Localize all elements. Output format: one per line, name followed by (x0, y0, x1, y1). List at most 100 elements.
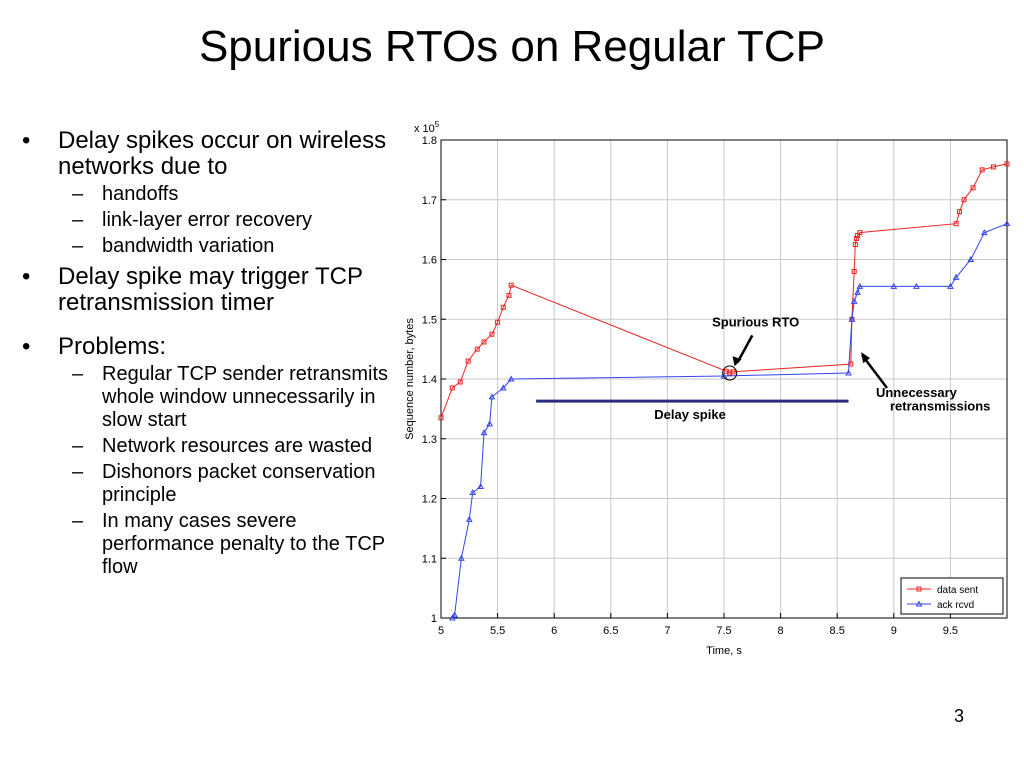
spurious-rto-arrow (736, 334, 754, 363)
data-point (947, 282, 954, 289)
dash-mark: – (72, 209, 84, 231)
dash-mark: – (72, 183, 84, 205)
sub-bullet-item: – handoffs (22, 183, 392, 206)
sub-bullet-item: – Regular TCP sender retransmits whole wi… (22, 363, 392, 432)
data-point (852, 242, 858, 248)
x-tick-label: 7 (664, 625, 670, 637)
bullet-item: • Delay spikes occur on wireless networks… (22, 128, 392, 180)
data-point (495, 319, 501, 325)
x-tick-label: 5.5 (490, 625, 505, 637)
data-point (469, 488, 477, 496)
y-tick-label: 1 (431, 613, 437, 625)
sub-bullet-text: Regular TCP sender retransmits whole win… (102, 363, 389, 431)
sub-bullet-text: bandwidth variation (102, 235, 275, 257)
axis-ticks: 5 5.5 6 6.5 7 7.5 8 8.5 9 9.5 1 1.1 1.2 1.3 1.4 1.5 1.6 1… (422, 135, 958, 637)
data-point (448, 614, 456, 621)
data-point (465, 515, 473, 522)
spurious-rto-label: Spurious RTO (712, 314, 799, 329)
dash-mark: – (72, 363, 84, 385)
series-line (451, 223, 1008, 619)
data-point (850, 297, 858, 304)
data-point (488, 393, 496, 400)
data-point (853, 236, 859, 242)
data-point (499, 384, 507, 391)
data-point (952, 273, 960, 280)
x-tick-label: 8.5 (830, 625, 845, 637)
page-number: 3 (953, 706, 964, 726)
data-point (500, 304, 506, 310)
bullet-text: Delay spike may trigger TCP retransmissi… (58, 263, 363, 316)
sub-bullet-item: – link-layer error recovery (22, 209, 392, 232)
series-data-sent (438, 161, 1010, 421)
bullet-item: • Problems: (22, 334, 392, 360)
data-point (967, 255, 975, 262)
data-point (730, 369, 736, 375)
data-point (486, 420, 494, 427)
bullet-dot: • (22, 263, 31, 290)
legend-label: data sent (937, 585, 978, 596)
data-point (508, 282, 514, 288)
spurious-rto-circle (722, 365, 738, 381)
data-point (913, 282, 920, 289)
data-point (857, 230, 863, 236)
y-tick-label: 1.8 (422, 135, 437, 147)
data-point (506, 292, 512, 298)
y-tick-label: 1.4 (422, 374, 437, 386)
sub-bullet-text: handoffs (102, 183, 179, 205)
data-point (990, 164, 996, 170)
legend-box (900, 577, 1004, 615)
data-point (481, 339, 487, 345)
bullet-dot: • (22, 127, 31, 154)
data-point (474, 346, 480, 352)
y-tick-label: 1.5 (422, 314, 437, 326)
y-multiplier: x 105 (414, 120, 440, 135)
sub-bullet-text: link-layer error recovery (102, 209, 313, 231)
sub-bullet-item: – bandwidth variation (22, 235, 392, 258)
x-tick-label: 5 (438, 625, 444, 637)
y-multiplier-base: x 10 (414, 123, 435, 135)
x-tick-label: 7.5 (716, 625, 731, 637)
retransmissions-label-line2: retransmissions (890, 399, 990, 414)
data-point (848, 315, 856, 322)
dash-mark: – (72, 235, 84, 257)
slide-title: Spurious RTOs on Regular TCP (198, 22, 826, 71)
bullet-dot: • (22, 333, 31, 360)
annotations: Delay spike Spurious RTO Unnecessary ret… (536, 314, 990, 422)
bullet-item: • Delay spike may trigger TCP retransmiss… (22, 264, 392, 316)
sub-bullet-item: – In many cases severe performance penalt… (22, 510, 392, 579)
data-point (890, 282, 898, 289)
data-point (449, 385, 455, 391)
y-tick-label: 1.7 (422, 195, 437, 207)
data-point (727, 370, 733, 376)
data-point (854, 288, 861, 295)
data-point (458, 554, 465, 561)
dash-mark: – (72, 435, 84, 457)
dash-mark: – (72, 461, 84, 483)
x-axis-label: Time, s (706, 645, 742, 657)
sub-bullet-text: Dishonors packet conservation principle (102, 461, 376, 506)
spurious-rto-arrowhead (732, 356, 742, 367)
y-multiplier-exponent: 5 (435, 120, 440, 129)
data-point (856, 282, 864, 289)
legend-marker (915, 600, 923, 607)
sub-bullet-text: Network resources are wasted (102, 435, 373, 457)
sequence-chart: 5 5.5 6 6.5 7 7.5 8 8.5 9 9.5 1 1.1 1.2 1.3 1.4 1.5 1.6 1… (404, 120, 1011, 657)
sub-bullet-item: – Dishonors packet conservation principle (22, 461, 392, 507)
series-group (438, 161, 1011, 621)
bullet-text: Delay spikes occur on wireless networks … (58, 127, 387, 180)
data-point (480, 429, 488, 436)
data-point (970, 185, 976, 191)
x-tick-label: 9.5 (943, 625, 958, 637)
data-point (953, 221, 959, 227)
sub-bullet-item: – Network resources are wasted (22, 435, 392, 458)
data-point (489, 331, 495, 337)
x-tick-label: 8 (778, 625, 784, 637)
bullet-list: • Delay spikes occur on wireless networks… (22, 128, 392, 579)
data-point (465, 358, 471, 364)
data-point (981, 229, 988, 236)
retransmissions-arrowhead (861, 352, 871, 364)
y-tick-label: 1.1 (422, 553, 437, 565)
data-point (1004, 161, 1010, 167)
data-point (477, 483, 484, 490)
bullet-text: Problems: (58, 333, 167, 360)
